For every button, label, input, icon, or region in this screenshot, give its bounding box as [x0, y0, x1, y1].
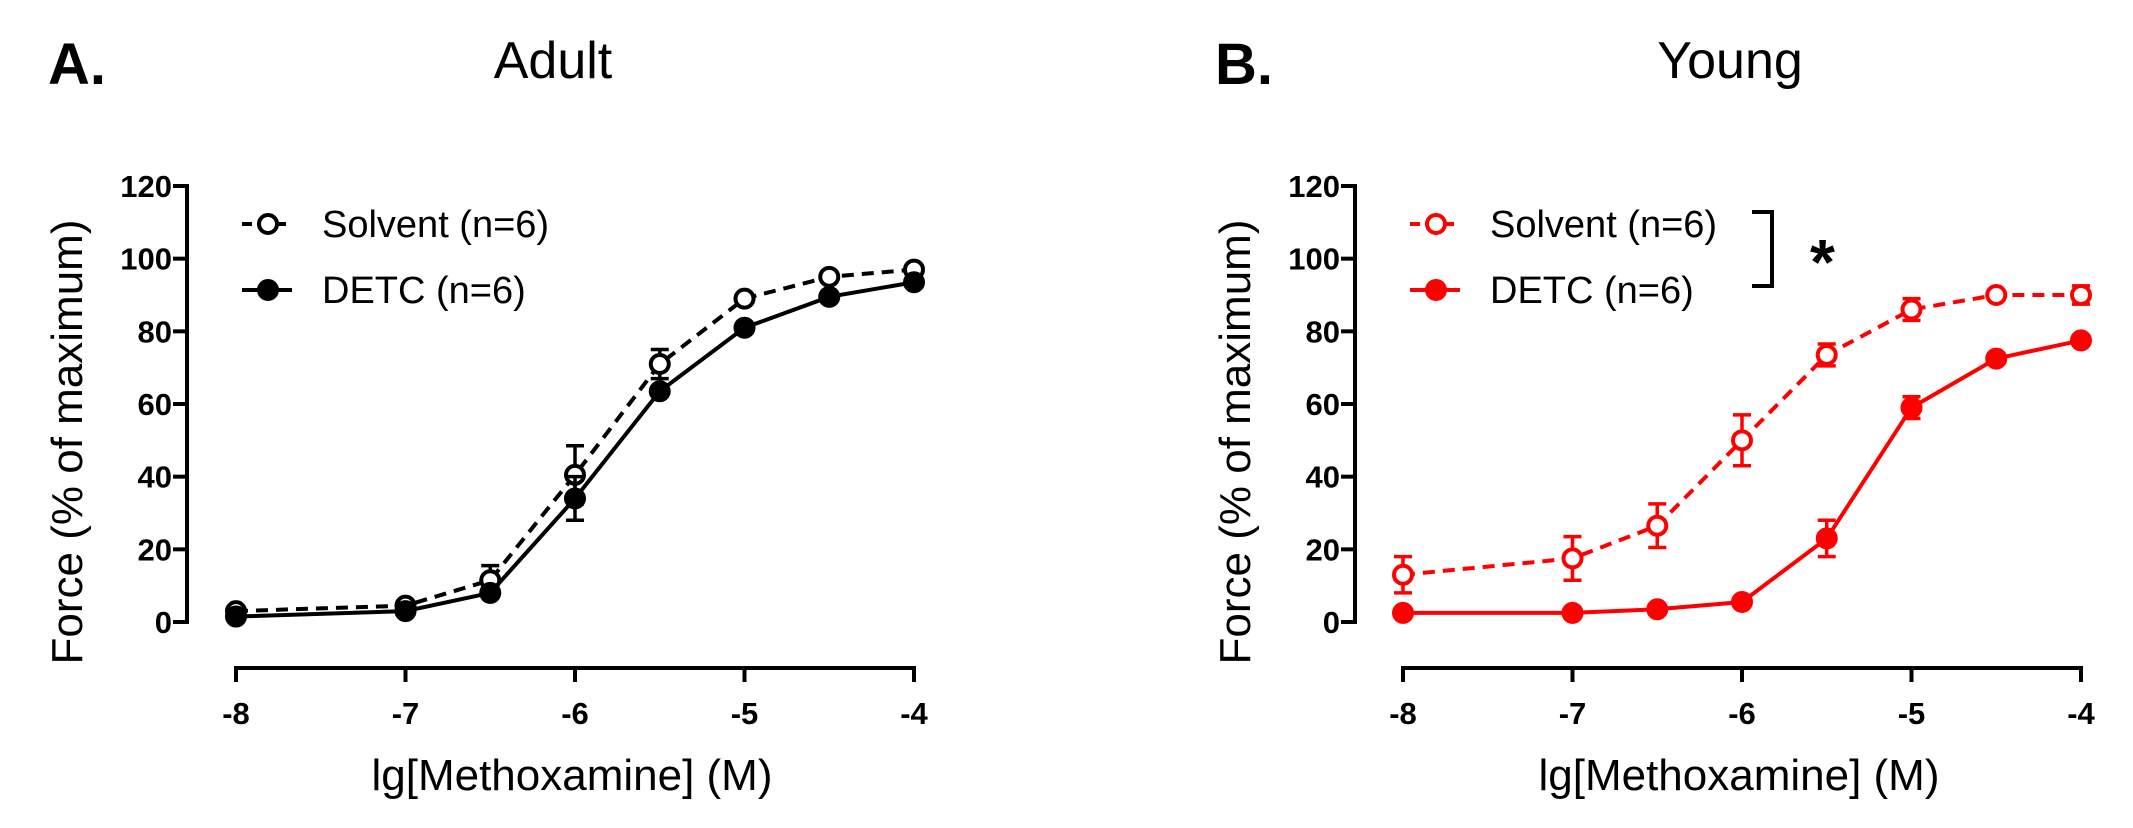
data-point [1815, 343, 1838, 366]
data-point [1646, 598, 1669, 621]
data-point [225, 605, 247, 628]
x-tick-label: -8 [1389, 696, 1417, 731]
x-axis-label: lg[Methoxamine] (M) [371, 751, 772, 800]
legend-marker [257, 213, 279, 235]
data-point [479, 581, 502, 604]
panel-title-young: Young [1657, 32, 1803, 90]
legend-label: Solvent (n=6) [1490, 204, 1717, 246]
data-point [2070, 329, 2092, 352]
x-tick-label: -6 [1728, 696, 1756, 731]
legend-label: Solvent (n=6) [322, 204, 549, 246]
data-point [1561, 601, 1584, 624]
data-point [1815, 527, 1838, 550]
x-tick-label: -7 [392, 696, 420, 731]
y-tick-label: 0 [155, 605, 172, 640]
legend-marker [1425, 213, 1447, 235]
data-point [818, 285, 841, 308]
data-point [818, 265, 841, 288]
data-point [903, 271, 925, 294]
data-point [1731, 591, 1753, 614]
data-point [1392, 601, 1414, 624]
y-tick-label: 80 [138, 314, 172, 349]
data-point [1985, 284, 2008, 306]
y-tick-label: 40 [1306, 460, 1340, 495]
panel-title-adult: Adult [494, 32, 613, 90]
data-point [1985, 347, 2008, 370]
panel-letter-b: B. [1215, 32, 1273, 97]
panel-young: B. Young Force (% of maximum) lg[Methoxa… [1211, 32, 2096, 800]
data-point [394, 600, 417, 623]
data-point [1731, 429, 1753, 452]
x-tick-label: -7 [1559, 696, 1587, 731]
series-line-detc [1403, 338, 2082, 615]
panel-adult: A. Adult Force (% of maximum) lg[Methoxa… [43, 32, 929, 800]
data-point [1561, 547, 1584, 570]
x-tick-label: -5 [731, 696, 759, 731]
significance-bracket [1752, 210, 1774, 288]
y-tick-label: 20 [1306, 532, 1340, 567]
legend-marker [1425, 279, 1447, 301]
plot-area: 0 20 40 60 80 100 120 -8 -7 -6 -5 -4 Solvent (n=6) DE… [1288, 169, 2095, 731]
plot-area: 0 20 40 60 80 100 120 -8 -7 -6 -5 -4 Solvent (n=6) DE… [120, 169, 928, 731]
x-tick-label: -8 [222, 696, 250, 731]
y-tick-label: 100 [120, 242, 172, 277]
data-point [1646, 514, 1669, 537]
legend-label: DETC (n=6) [1490, 270, 1694, 312]
panel-letter-a: A. [48, 32, 106, 97]
x-tick-label: -6 [561, 696, 589, 731]
data-point [648, 380, 671, 403]
series-line-solvent [1402, 293, 2081, 577]
y-axis-label: Force (% of maximum) [43, 220, 92, 665]
data-point [2070, 284, 2092, 306]
y-tick-label: 60 [138, 387, 172, 422]
y-tick-label: 80 [1306, 314, 1340, 349]
data-point [733, 287, 756, 310]
x-tick-label: -4 [2067, 696, 2095, 731]
x-tick-label: -4 [900, 696, 928, 731]
y-axis-label: Force (% of maximum) [1211, 220, 1260, 665]
data-point [648, 353, 671, 376]
significance-star: * [1810, 226, 1835, 298]
legend-label: DETC (n=6) [322, 270, 526, 312]
x-axis-label: lg[Methoxamine] (M) [1538, 751, 1939, 800]
y-tick-label: 120 [120, 169, 172, 204]
y-tick-label: 100 [1288, 242, 1340, 277]
y-tick-label: 120 [1288, 169, 1340, 204]
data-point [1392, 563, 1414, 586]
series-line-solvent [235, 267, 915, 614]
data-point [564, 487, 586, 510]
y-tick-label: 60 [1306, 387, 1340, 422]
y-tick-label: 20 [138, 532, 172, 567]
legend-marker [257, 279, 279, 301]
data-point [1900, 396, 1923, 419]
y-tick-label: 0 [1323, 605, 1340, 640]
y-tick-label: 40 [138, 460, 172, 495]
x-tick-label: -5 [1898, 696, 1926, 731]
data-point [1900, 298, 1923, 321]
data-point [733, 316, 756, 339]
series-line-detc [235, 280, 915, 619]
